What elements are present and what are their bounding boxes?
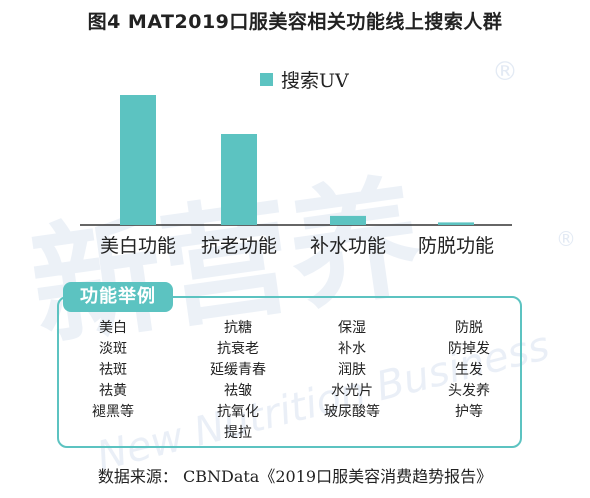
example-item: 祛斑 (99, 362, 127, 378)
example-item: 祛黄 (99, 383, 127, 399)
example-item: 头发养 (448, 383, 490, 399)
example-item: 保湿 (338, 320, 366, 336)
bar-4 (438, 222, 474, 225)
example-item: 补水 (338, 341, 366, 357)
chart-title: 图4 MAT2019口服美容相关功能线上搜索人群 (87, 11, 503, 33)
example-item: 延缓青春 (210, 362, 266, 378)
examples-panel (57, 296, 522, 448)
category-label-2: 抗老功能 (201, 235, 277, 257)
chart-legend: 搜索UV (260, 66, 349, 93)
example-item: 水光片 (331, 383, 373, 399)
example-item: 祛皱 (224, 383, 252, 399)
examples-label: 功能举例 (63, 282, 173, 312)
example-item: 抗氧化 (217, 404, 259, 420)
category-label-4: 防脱功能 (418, 235, 494, 257)
examples-column-anti-hair-loss: 防脱 防掉发 生发 头发养 护等 (414, 318, 524, 423)
example-item: 护等 (455, 404, 483, 420)
example-item: 生发 (455, 362, 483, 378)
example-item: 润肤 (338, 362, 366, 378)
category-label-3: 补水功能 (310, 235, 386, 257)
example-item: 褪黑等 (92, 404, 134, 420)
example-item: 玻尿酸等 (324, 404, 380, 420)
example-item: 美白 (99, 320, 127, 336)
bar-1 (120, 95, 156, 225)
example-item: 防掉发 (448, 341, 490, 357)
example-item: 提拉 (224, 425, 252, 441)
example-item: 淡斑 (99, 341, 127, 357)
category-label-1: 美白功能 (100, 235, 176, 257)
legend-swatch (260, 73, 273, 86)
legend-label: 搜索UV (281, 70, 349, 92)
bar-chart: 美白功能 抗老功能 补水功能 防脱功能 (80, 95, 512, 257)
examples-column-hydration: 保湿 补水 润肤 水光片 玻尿酸等 (297, 318, 407, 423)
data-source: 数据来源： CBNData《2019口服美容消费趋势报告》 (97, 467, 493, 486)
examples-column-anti-aging: 抗糖 抗衰老 延缓青春 祛皱 抗氧化 提拉 (183, 318, 293, 444)
bar-3 (330, 215, 366, 225)
bar-2 (221, 134, 257, 225)
example-item: 抗衰老 (217, 341, 259, 357)
examples-column-whitening: 美白 淡斑 祛斑 祛黄 褪黑等 (58, 318, 168, 423)
example-item: 防脱 (455, 320, 483, 336)
example-item: 抗糖 (224, 320, 252, 336)
